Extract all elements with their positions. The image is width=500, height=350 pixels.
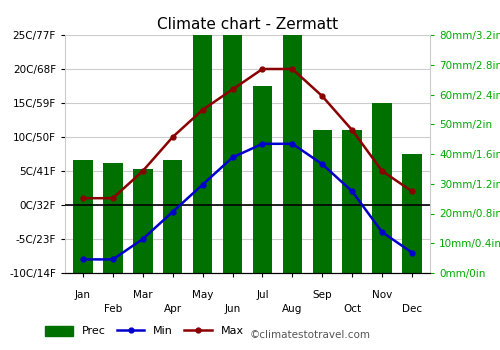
Text: Oct: Oct xyxy=(343,303,361,314)
Text: Dec: Dec xyxy=(402,303,422,314)
Bar xyxy=(73,160,92,273)
Bar xyxy=(342,130,362,273)
Bar xyxy=(402,154,422,273)
Text: Sep: Sep xyxy=(312,290,332,300)
Legend: Prec, Min, Max: Prec, Min, Max xyxy=(40,321,248,341)
Text: Jul: Jul xyxy=(256,290,269,300)
Text: Aug: Aug xyxy=(282,303,302,314)
Text: Mar: Mar xyxy=(133,290,152,300)
Bar xyxy=(372,104,392,273)
Bar xyxy=(193,5,212,273)
Bar xyxy=(312,130,332,273)
Text: Feb: Feb xyxy=(104,303,122,314)
Bar xyxy=(282,29,302,273)
Text: May: May xyxy=(192,290,214,300)
Bar xyxy=(252,86,272,273)
Text: Nov: Nov xyxy=(372,290,392,300)
Bar xyxy=(133,169,152,273)
Bar xyxy=(223,29,242,273)
Text: ©climatestotravel.com: ©climatestotravel.com xyxy=(250,329,371,340)
Title: Climate chart - Zermatt: Climate chart - Zermatt xyxy=(157,18,338,33)
Bar xyxy=(103,163,122,273)
Text: Jun: Jun xyxy=(224,303,240,314)
Text: Jan: Jan xyxy=(75,290,91,300)
Bar xyxy=(163,160,182,273)
Text: Apr: Apr xyxy=(164,303,182,314)
